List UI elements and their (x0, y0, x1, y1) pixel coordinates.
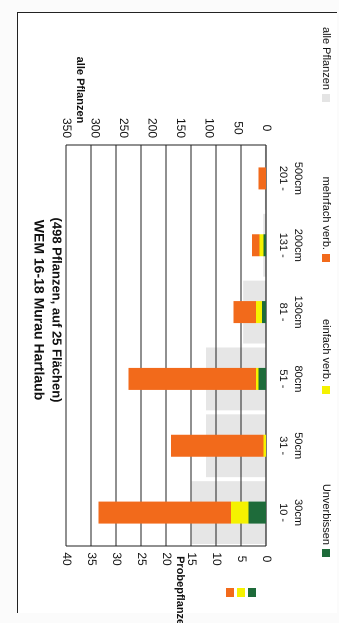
bar-segment (263, 234, 266, 257)
chart-title: WEM 16-18 Murau Hartlaub (31, 220, 47, 400)
bar-segment (128, 367, 256, 390)
category-label: 80cm (292, 365, 304, 392)
category-label: 50cm (292, 432, 304, 459)
bar-segment (259, 234, 264, 257)
bar-segment (231, 501, 249, 524)
right-tick-label: 50 (231, 121, 245, 135)
category-label: 51 - (277, 369, 289, 388)
legend-swatch (322, 94, 330, 102)
left-tick-label: 25 (135, 552, 149, 566)
left-tick-label: 20 (160, 552, 174, 566)
bar-segment (252, 234, 260, 257)
category-label: 31 - (277, 436, 289, 455)
legend-swatch (322, 386, 330, 394)
category-label: 30cm (292, 499, 304, 526)
right-tick-label: 200 (146, 118, 160, 138)
right-tick-label: 100 (203, 118, 217, 138)
legend-swatch (322, 549, 330, 557)
bar-segment (256, 301, 262, 324)
right-tick-label: 0 (260, 125, 274, 132)
category-label: 81 - (277, 303, 289, 322)
chart-subtitle: (498 Pflanzen, auf 25 Flächen) (50, 218, 65, 403)
bar-segment (263, 434, 266, 457)
bar-segment (98, 501, 231, 524)
right-tick-label: 250 (117, 118, 131, 138)
legend-label: einfach verb. (320, 319, 332, 382)
left-tick-label: 15 (185, 552, 199, 566)
left-tick-label: 40 (60, 552, 74, 566)
category-label: 200cm (292, 229, 304, 262)
left-axis-label: Probepflanzen (174, 556, 186, 623)
left-tick-label: 35 (85, 552, 99, 566)
legend-label: Unverbissen (320, 484, 332, 545)
right-tick-label: 300 (88, 118, 102, 138)
legend-label: mehrfach verb. (320, 177, 332, 250)
axis-key-swatch (237, 588, 245, 597)
category-label: 10 - (277, 503, 289, 522)
category-label: 130cm (292, 296, 304, 329)
left-tick-label: 10 (210, 552, 224, 566)
category-label: 500cm (292, 162, 304, 195)
right-axis-label: alle Pflanzen (74, 57, 86, 124)
left-tick-label: 30 (110, 552, 124, 566)
bar-segment (256, 367, 259, 390)
legend-swatch (322, 254, 330, 262)
bar-segment (262, 301, 266, 324)
bar-segment (171, 434, 264, 457)
right-tick-label: 150 (174, 118, 188, 138)
axis-key-swatch (248, 588, 256, 597)
bar-segment (258, 167, 266, 190)
legend-label: alle Pflanzen (320, 27, 332, 90)
bar-segment (248, 501, 266, 524)
category-label: 131 - (277, 233, 289, 258)
axis-key-swatch (226, 588, 234, 597)
bar-segment (233, 301, 256, 324)
category-label: 201 - (277, 166, 289, 191)
left-tick-label: 0 (260, 556, 274, 563)
right-tick-label: 350 (60, 118, 74, 138)
bar-segment (258, 367, 266, 390)
left-tick-label: 5 (235, 556, 249, 563)
